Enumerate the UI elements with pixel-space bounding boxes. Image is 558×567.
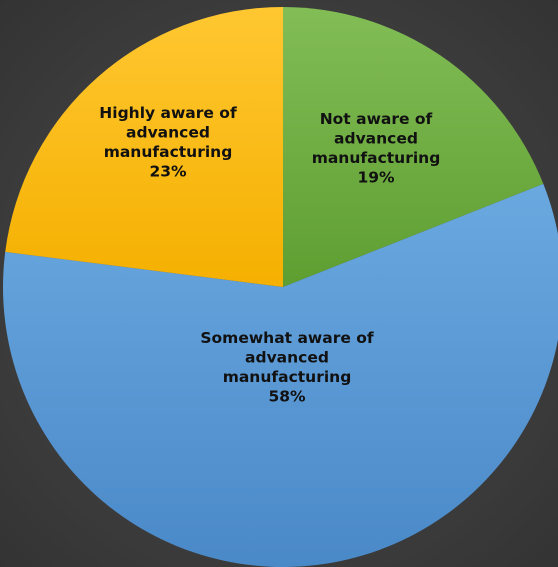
pie-slice-2 (3, 183, 558, 567)
pie-slice-label-line: manufacturing (104, 143, 233, 161)
pie-slice-label-line: advanced (334, 130, 418, 148)
pie-slice-label-line: Somewhat aware of (200, 329, 374, 347)
pie-slice-label-line: advanced (126, 124, 210, 142)
pie-slice-label-2: Somewhat aware of advanced manufacturing 58… (200, 329, 374, 406)
pie-slice-label-line: Not aware of (320, 110, 433, 128)
pie-slice-label-1: Not aware of advanced manufacturing 19% (312, 110, 441, 187)
pie-slice-label-line: manufacturing (223, 368, 352, 386)
pie-slice-3 (5, 7, 284, 287)
pie-slice-label-line: advanced (245, 349, 329, 367)
pie-slice-percent: 23% (149, 163, 187, 181)
pie-slice-percent: 19% (357, 169, 395, 187)
pie-slice-percent: 58% (268, 388, 306, 406)
pie-slice-label-line: Highly aware of (99, 104, 237, 122)
pie-slice-label-line: manufacturing (312, 149, 441, 167)
pie-slice-1 (283, 7, 544, 287)
pie-slice-label-3: Highly aware of advanced manufacturing 23% (99, 104, 237, 181)
pie-labels: Not aware of advanced manufacturing 19%Some… (99, 104, 440, 406)
pie-slices (3, 7, 558, 567)
